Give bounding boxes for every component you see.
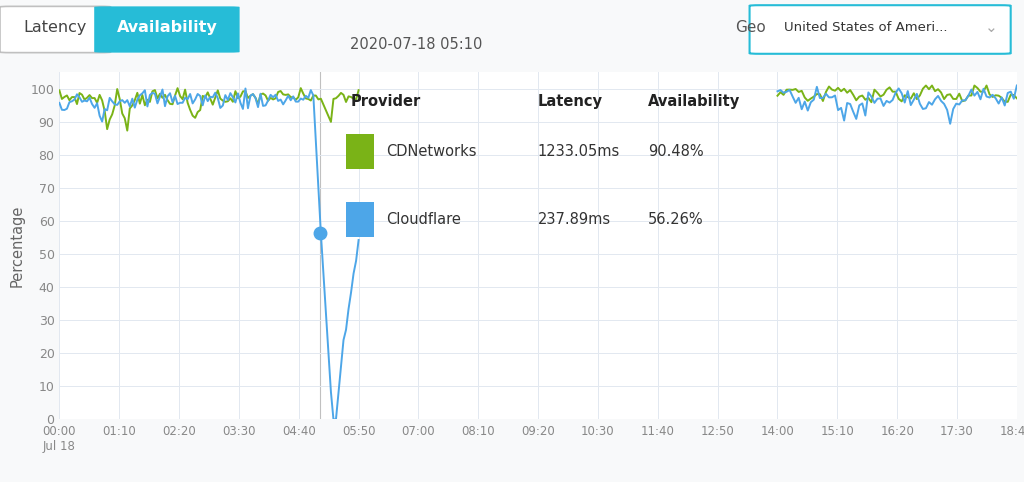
Bar [346, 202, 374, 237]
Text: Provider: Provider [350, 94, 421, 109]
Text: Latency: Latency [538, 94, 602, 109]
Text: ⌄: ⌄ [985, 20, 997, 35]
Text: United States of Ameri...: United States of Ameri... [783, 21, 947, 34]
FancyBboxPatch shape [94, 6, 240, 53]
FancyBboxPatch shape [0, 6, 111, 53]
Text: 90.48%: 90.48% [648, 145, 703, 160]
Text: Cloudflare: Cloudflare [386, 212, 462, 227]
Text: 56.26%: 56.26% [648, 212, 703, 227]
Text: CDNetworks: CDNetworks [386, 145, 477, 160]
Text: Latency: Latency [24, 20, 87, 35]
Text: 1233.05ms: 1233.05ms [538, 145, 620, 160]
Y-axis label: Percentage: Percentage [10, 205, 26, 287]
Text: 237.89ms: 237.89ms [538, 212, 610, 227]
Text: Availability: Availability [648, 94, 740, 109]
Text: Availability: Availability [117, 20, 217, 35]
Text: Geo: Geo [735, 20, 766, 35]
Text: 2020-07-18 05:10: 2020-07-18 05:10 [350, 37, 482, 52]
Bar [346, 134, 374, 170]
FancyBboxPatch shape [750, 5, 1011, 54]
